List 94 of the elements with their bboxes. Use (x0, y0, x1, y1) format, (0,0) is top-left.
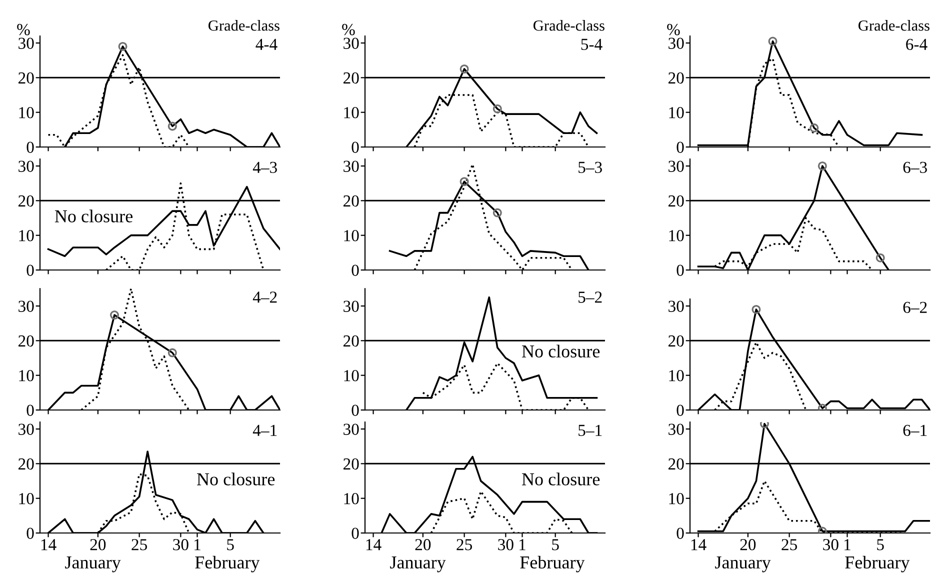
x-tick-label: 14 (691, 539, 706, 550)
x-tick-label: 20 (740, 539, 756, 550)
y-tick-label: 10 (344, 230, 359, 242)
x-tick-label: 5 (877, 539, 884, 550)
x-tick-label: 5 (552, 539, 559, 550)
y-tick-label: 10 (669, 230, 684, 242)
text: February (195, 556, 260, 572)
y-tick-label: 0 (676, 528, 684, 539)
y-tick-label: 30 (18, 300, 34, 312)
y-tick-label: 20 (18, 195, 34, 207)
y-tick-label: 30 (668, 424, 684, 435)
x-tick-label: 14 (41, 539, 56, 550)
annotation: No closure (196, 472, 275, 486)
chart-title: 6–1 (903, 424, 927, 436)
y-tick-label: 30 (344, 424, 359, 435)
y-tick-label: 10 (19, 493, 34, 504)
y-tick-label: 10 (19, 230, 34, 242)
y-tick-label: 10 (669, 493, 684, 504)
y-axis-title: % (17, 24, 30, 36)
chart-title: 5-4 (581, 38, 602, 50)
x-tick-label: 1 (194, 539, 200, 550)
y-tick-label: 0 (352, 528, 359, 539)
annotation: No closure (54, 210, 132, 222)
y-tick-label: 0 (352, 404, 359, 416)
text: February (845, 556, 910, 572)
y-tick-label: 20 (18, 335, 34, 347)
chart-title: 6–3 (903, 162, 927, 174)
y-tick-label: 30 (18, 38, 34, 49)
y-tick-label: 30 (668, 300, 684, 312)
y-tick-label: 30 (344, 300, 359, 312)
y-tick-label: 20 (668, 72, 684, 84)
y-tick-label: 0 (676, 142, 684, 153)
y-tick-label: 0 (352, 142, 359, 153)
y-tick-label: 0 (676, 264, 684, 276)
y-tick-label: 20 (18, 458, 34, 470)
x-tick-label: 25 (782, 539, 797, 550)
chart-title: 5–2 (578, 292, 602, 303)
y-tick-label: 0 (352, 264, 359, 276)
y-tick-label: 30 (18, 424, 34, 435)
y-tick-label: 20 (668, 458, 684, 470)
y-tick-label: 0 (676, 404, 684, 416)
y-tick-label: 0 (26, 264, 34, 276)
y-tick-label: 20 (668, 195, 684, 207)
chart-title: 6-4 (906, 38, 928, 50)
y-tick-label: 30 (344, 38, 359, 49)
y-tick-label: 30 (18, 160, 34, 172)
chart-title: 5–1 (578, 424, 602, 436)
x-tick-label: 14 (366, 539, 382, 550)
chart-subtitle: Grade-class (858, 20, 930, 31)
y-tick-label: 10 (19, 107, 34, 118)
x-tick-label: 20 (415, 539, 431, 550)
y-tick-label: 0 (26, 142, 34, 153)
x-tick-label: 25 (132, 539, 147, 550)
x-tick-label: 30 (173, 539, 188, 550)
annotation: No closure (522, 344, 600, 358)
y-tick-label: 20 (18, 72, 34, 84)
y-tick-label: 10 (344, 493, 359, 504)
x-tick-label: 1 (520, 539, 526, 550)
x-tick-label: 1 (844, 539, 850, 550)
annotation: No closure (522, 472, 600, 486)
chart-title: 4–1 (252, 424, 277, 436)
y-tick-label: 10 (669, 370, 684, 382)
text: February (520, 556, 585, 572)
y-axis-title: % (342, 24, 355, 36)
chart-title: 4-4 (256, 38, 278, 50)
y-tick-label: 0 (26, 404, 34, 416)
chart-title: 4–2 (252, 292, 277, 303)
x-tick-label: 30 (823, 539, 838, 550)
y-tick-label: 20 (344, 335, 359, 347)
x-tick-label: 30 (498, 539, 514, 550)
y-tick-label: 0 (26, 528, 34, 539)
chart-subtitle: Grade-class (208, 20, 280, 31)
text: January (715, 556, 771, 572)
y-axis-title: % (667, 24, 680, 36)
chart-subtitle: Grade-class (534, 20, 604, 31)
y-tick-label: 20 (344, 195, 359, 207)
chart-title: 4–3 (252, 162, 277, 174)
text: January (390, 556, 446, 572)
y-tick-label: 10 (344, 107, 359, 118)
y-tick-label: 20 (668, 335, 684, 347)
y-tick-label: 30 (668, 160, 684, 172)
chart-title: 6–2 (903, 302, 927, 314)
y-tick-label: 30 (344, 160, 359, 172)
x-tick-label: 5 (227, 539, 234, 550)
y-tick-label: 10 (669, 107, 684, 118)
y-tick-label: 30 (668, 38, 684, 49)
text: January (65, 556, 121, 572)
y-tick-label: 10 (19, 370, 34, 382)
y-tick-label: 10 (344, 370, 359, 382)
x-tick-label: 25 (456, 539, 472, 550)
chart-title: 5–3 (578, 162, 602, 174)
y-tick-label: 20 (344, 458, 359, 470)
y-tick-label: 20 (344, 72, 359, 84)
x-tick-label: 20 (90, 539, 106, 550)
